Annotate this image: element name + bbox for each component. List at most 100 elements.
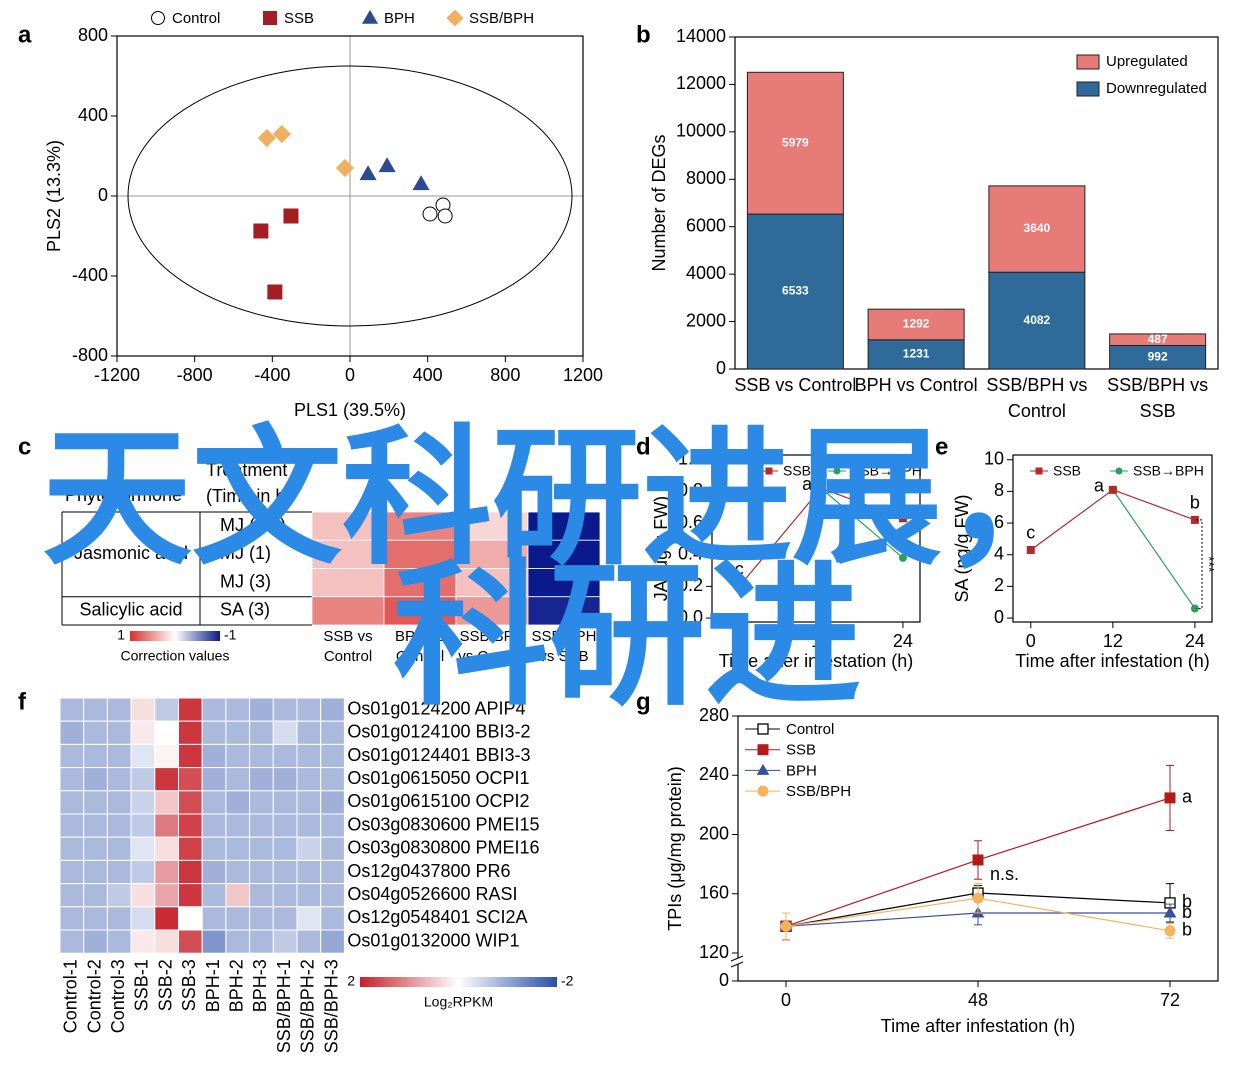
- y-tick-label: 4: [994, 543, 1004, 563]
- y-tick-label: 0.0: [678, 607, 703, 627]
- legend-label: Downregulated: [1106, 80, 1207, 97]
- x-axis-label: Time after infestation (h): [1015, 651, 1209, 671]
- colorbar-label: Correction values: [121, 648, 230, 664]
- bar-segment: [988, 185, 1086, 273]
- heat-cell: [201, 929, 227, 954]
- heat-cell: [59, 813, 85, 838]
- legend-label: BPH: [384, 10, 415, 27]
- group-label: Jasmonic acid: [74, 543, 188, 563]
- column-label: SSB-2: [155, 959, 175, 1011]
- heat-cell: [154, 813, 180, 838]
- row-label: Os01g0615050 OCPI1: [347, 768, 529, 788]
- heat-cell: [296, 743, 322, 769]
- point-label: c: [1026, 523, 1035, 543]
- y-tick-label: 8: [994, 480, 1004, 500]
- column-label: SSB/BPH vs SSB: [531, 628, 597, 665]
- heat-cell: [154, 720, 180, 745]
- y-tick-label: 2000: [686, 310, 726, 330]
- y-tick-label: 0: [98, 185, 108, 205]
- annotation: ***: [1201, 556, 1217, 573]
- heat-cell: [296, 697, 322, 722]
- heat-cell: [527, 568, 601, 598]
- marker: [1190, 515, 1199, 524]
- legend-label: SSB: [783, 463, 811, 479]
- row-label: Os03g0830800 PMEI16: [347, 838, 539, 858]
- heat-cell: [201, 883, 227, 908]
- heat-cell: [296, 767, 322, 792]
- row-label: Os03g0830600 PMEI15: [347, 814, 539, 834]
- y-tick-label: 0.8: [678, 480, 703, 500]
- y-tick-label: -400: [72, 265, 108, 285]
- marker: [1164, 925, 1176, 937]
- column-label: SSB-1: [132, 959, 152, 1011]
- marker: [412, 175, 430, 191]
- heat-cell: [201, 697, 227, 722]
- heat-cell: [178, 743, 203, 769]
- x-tick-label: 0: [1026, 631, 1036, 651]
- y-axis-label: Number of DEGs: [649, 134, 669, 271]
- heat-cell: [225, 767, 251, 792]
- heat-cell: [130, 697, 156, 722]
- x-tick-label: 12: [811, 631, 831, 651]
- heat-cell: [59, 859, 85, 885]
- column-label: SSB/BPH vs Control: [458, 628, 526, 665]
- y-tick-label: 1.0: [678, 448, 703, 468]
- heat-cell: [296, 836, 322, 861]
- heat-cell: [225, 929, 251, 954]
- legend-marker: [833, 467, 841, 475]
- bar-segment: [988, 271, 1086, 370]
- x-tick-label: SSB vs Control: [734, 375, 857, 395]
- heat-cell: [455, 511, 529, 541]
- panel-label: a: [18, 21, 32, 48]
- header-label: Treatment (Time in h): [206, 460, 292, 506]
- data-label: 487: [1148, 332, 1168, 346]
- marker: [257, 128, 277, 148]
- x-tick-label: 72: [1160, 990, 1180, 1010]
- legend-label: Control: [172, 10, 220, 27]
- legend-marker: [1035, 467, 1043, 475]
- heat-cell: [178, 697, 203, 722]
- y-tick-label: 12000: [676, 73, 726, 93]
- heat-cell: [249, 743, 274, 769]
- plot-frame: [711, 454, 921, 623]
- heat-cell: [59, 836, 85, 861]
- legend-marker: [151, 11, 165, 25]
- axis-break-gap: [730, 958, 744, 964]
- colorbar-tick-label: 2: [347, 973, 355, 989]
- column-label: BPH vs Control: [394, 628, 445, 665]
- y-tick-label: 6: [994, 512, 1004, 532]
- column-label: SSB/BPH-3: [321, 959, 341, 1053]
- heat-cell: [249, 906, 274, 931]
- row-label: Os12g0548401 SCI2A: [347, 907, 527, 927]
- row-label: SA (3): [220, 600, 270, 620]
- heat-cell: [130, 859, 156, 885]
- column-label: Control-2: [84, 959, 104, 1033]
- colorbar: [360, 977, 557, 987]
- y-tick-label: 240: [699, 764, 729, 784]
- bar-segment: [867, 308, 965, 341]
- heat-cell: [83, 906, 108, 931]
- marker: [817, 484, 826, 493]
- legend-marker: [756, 763, 770, 775]
- point-label: c: [735, 559, 744, 579]
- marker: [253, 223, 269, 239]
- heat-cell: [106, 883, 132, 908]
- legend-label: SSB/BPH: [469, 10, 534, 27]
- heat-cell: [178, 883, 203, 908]
- heat-cell: [178, 836, 203, 861]
- y-tick-label: 2: [994, 575, 1004, 595]
- heat-cell: [311, 511, 385, 541]
- y-tick-label: 160: [699, 883, 729, 903]
- heat-cell: [83, 767, 108, 792]
- legend-label: BPH: [786, 762, 817, 779]
- legend-label: SSB: [284, 10, 314, 27]
- heat-cell: [311, 539, 385, 569]
- heat-cell: [320, 743, 345, 769]
- heat-cell: [320, 836, 345, 861]
- heat-cell: [296, 906, 322, 931]
- marker: [267, 284, 283, 300]
- point-label: b: [1182, 920, 1192, 940]
- heat-cell: [130, 836, 156, 861]
- legend-marker: [757, 785, 769, 797]
